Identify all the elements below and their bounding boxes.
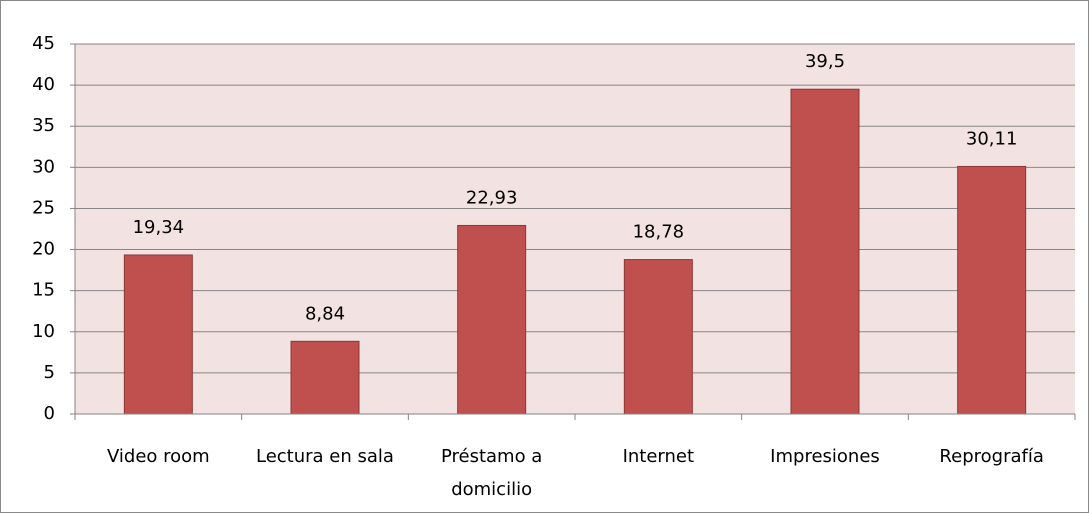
y-tick-label: 30 (32, 156, 55, 177)
y-tick-label: 25 (32, 197, 55, 218)
bar (123, 254, 193, 415)
y-tick-label: 5 (44, 362, 55, 383)
y-tick-label: 35 (32, 115, 55, 136)
y-tick-label: 45 (32, 33, 55, 54)
data-label: 18,78 (633, 222, 685, 243)
data-label: 30,11 (966, 128, 1018, 149)
bar (790, 88, 860, 415)
y-tick-label: 0 (44, 403, 55, 424)
y-tick-label: 20 (32, 239, 55, 260)
x-tick-label: Impresiones (770, 446, 880, 467)
x-tick-label: Internet (622, 446, 695, 467)
bar (457, 224, 527, 415)
plot-area (75, 44, 1075, 414)
data-label: 22,93 (466, 187, 518, 208)
bar (957, 165, 1027, 415)
bar (290, 340, 360, 415)
y-tick-label: 15 (32, 280, 55, 301)
x-tick-label: Reprografía (939, 446, 1044, 467)
bar (623, 259, 693, 415)
x-tick-label: Video room (106, 446, 210, 467)
data-label: 8,84 (305, 303, 345, 324)
y-tick-label: 10 (32, 321, 55, 342)
x-tick-label: Préstamo a domicilio (440, 446, 543, 500)
data-label: 39,5 (805, 51, 845, 72)
data-label: 19,34 (133, 217, 185, 238)
y-tick-label: 40 (32, 74, 55, 95)
x-tick-label: Lectura en sala (256, 446, 394, 467)
